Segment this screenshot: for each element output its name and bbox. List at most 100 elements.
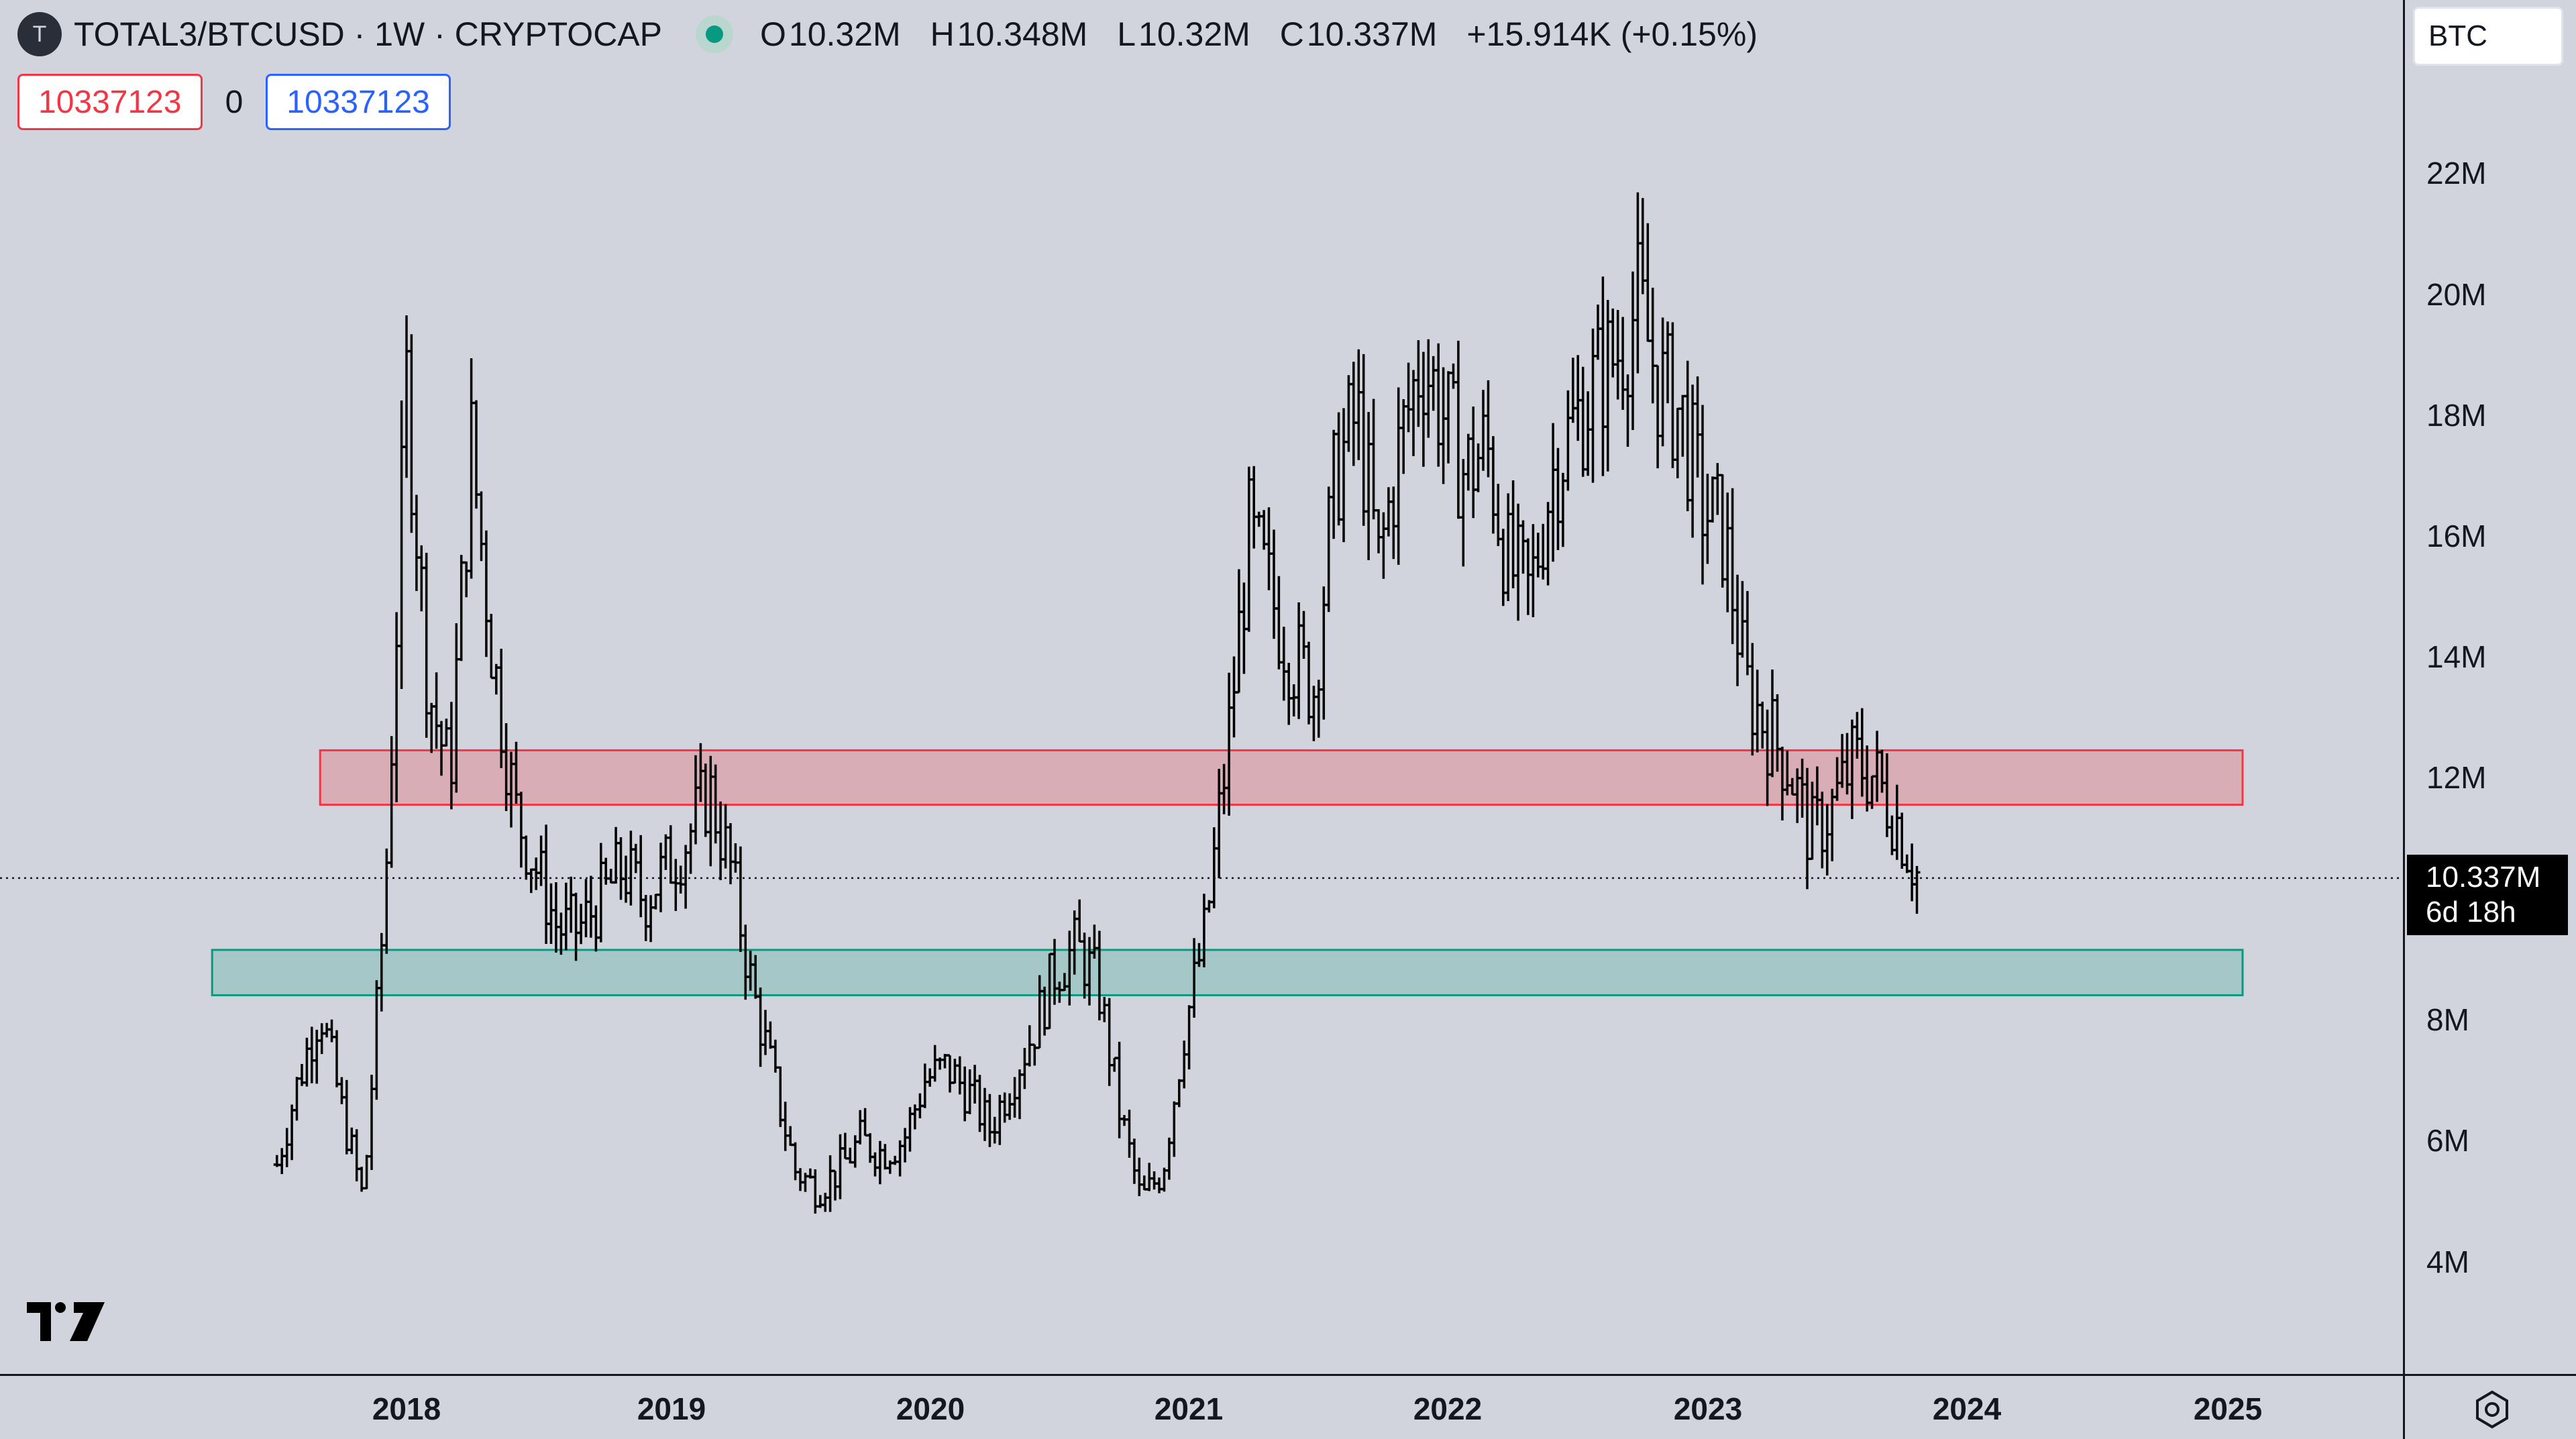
ohlc-bar: [627, 831, 635, 906]
resistance-zone[interactable]: [319, 749, 2244, 806]
ohlc-bar: [1569, 358, 1576, 423]
ohlc-bar: [283, 1128, 290, 1167]
ohlc-bar: [1909, 843, 1916, 902]
ohlc-bar: [892, 1155, 899, 1165]
ohlc-bar: [587, 875, 594, 938]
ohlc-bar: [582, 879, 590, 938]
ohlc-bar: [1609, 308, 1617, 378]
ohlc-bar: [826, 1155, 834, 1212]
ohlc-bar: [1629, 271, 1636, 430]
input-box-right[interactable]: 10337123: [266, 74, 451, 130]
time-label: 2020: [896, 1391, 965, 1426]
chart-pane[interactable]: T TOTAL3/BTCUSD · 1W · CRYPTOCAP O10.32M…: [0, 0, 2403, 1374]
ohlc-bar: [1699, 405, 1706, 585]
tradingview-logo-icon[interactable]: [25, 1298, 106, 1345]
ohlc-bar: [1464, 433, 1472, 491]
ohlc-bar: [1150, 1171, 1158, 1190]
ohlc-bar: [1659, 317, 1666, 447]
ohlc-bar: [1230, 656, 1238, 738]
ohlc-bar: [1419, 352, 1427, 467]
last-price-value: 10.337M: [2426, 861, 2541, 894]
ohlc-bar: [527, 868, 535, 894]
ohlc-bar: [458, 555, 465, 661]
ohlc-bar: [1021, 1048, 1028, 1089]
ohlc-bar: [956, 1056, 963, 1095]
ohlc-bar: [1390, 486, 1397, 559]
ohlc-close-key: C: [1279, 15, 1304, 53]
price-label: 22M: [2426, 156, 2487, 191]
ohlc-bar: [1624, 374, 1631, 447]
ohlc-bar: [1644, 223, 1652, 342]
ohlc-bar: [1554, 447, 1562, 550]
ohlc-bar: [607, 869, 614, 884]
input-box-left[interactable]: 10337123: [17, 74, 203, 130]
ohlc-bar: [966, 1069, 973, 1114]
bar-countdown: 6d 18h: [2426, 896, 2516, 928]
ohlc-bar: [1585, 391, 1592, 476]
ohlc-bar: [1734, 574, 1741, 686]
ohlc-open-key: O: [760, 15, 786, 53]
ohlc-values: O10.32M H10.348M L10.32M C10.337M +15.91…: [760, 15, 1758, 54]
ohlc-bar: [797, 1168, 804, 1191]
ohlc-bar: [1305, 641, 1312, 725]
ohlc-bar: [303, 1037, 311, 1087]
ohlc-bar: [991, 1116, 998, 1144]
ohlc-bar: [1489, 436, 1497, 534]
symbol-title[interactable]: TOTAL3/BTCUSD · 1W · CRYPTOCAP: [74, 15, 663, 53]
ohlc-bar: [951, 1059, 959, 1084]
ohlc-bar: [333, 1030, 340, 1087]
ohlc-bar: [1126, 1110, 1133, 1158]
ohlc-bar: [1669, 322, 1676, 468]
ohlc-bar: [468, 358, 475, 579]
price-axis[interactable]: BTC 22M 20M 18M 16M 14M 12M 8M 6M 4M 10.…: [2403, 0, 2576, 1374]
ohlc-bar: [642, 895, 649, 941]
ohlc-bar: [1499, 529, 1507, 606]
ohlc-bar: [623, 855, 629, 903]
time-label: 2023: [1673, 1391, 1743, 1426]
ohlc-bar: [1310, 686, 1318, 741]
ohlc-bar: [1898, 812, 1906, 869]
time-axis[interactable]: 2018 2019 2020 2021 2022 2023 2024 2025: [0, 1374, 2403, 1439]
ohlc-bar: [1445, 371, 1452, 464]
ohlc-bar: [1714, 463, 1721, 515]
market-status-icon[interactable]: [696, 15, 734, 53]
ohlc-bar: [1210, 827, 1218, 908]
ohlc-bar: [1380, 512, 1387, 579]
ohlc-bar: [428, 702, 435, 753]
ohlc-bar: [1474, 443, 1482, 492]
ohlc-bar: [597, 843, 604, 943]
ohlc-bar: [931, 1045, 938, 1082]
price-bars[interactable]: [273, 192, 1921, 1214]
ohlc-bar: [1450, 363, 1457, 389]
ohlc-bar: [1579, 366, 1587, 477]
chart-canvas[interactable]: [0, 0, 2403, 1374]
ohlc-bar: [1325, 486, 1332, 612]
ohlc-bar: [318, 1023, 325, 1055]
symbol-logo-icon[interactable]: T: [17, 12, 62, 56]
ohlc-bar: [1400, 399, 1407, 474]
ohlc-bar: [637, 835, 645, 918]
ohlc-bar: [552, 882, 559, 953]
support-zone[interactable]: [211, 949, 2244, 997]
ohlc-bar: [313, 1030, 321, 1084]
ohlc-bar: [971, 1065, 979, 1104]
ohlc-bar: [1076, 899, 1083, 943]
ohlc-bar: [787, 1126, 794, 1147]
ohlc-bar: [1425, 339, 1432, 438]
ohlc-bar: [1385, 487, 1392, 537]
ohlc-bar: [911, 1104, 918, 1130]
ohlc-bar: [1524, 538, 1532, 615]
price-label: 8M: [2426, 1002, 2469, 1037]
ohlc-bar: [353, 1129, 360, 1181]
ohlc-bar: [1330, 429, 1338, 539]
time-label: 2019: [637, 1391, 706, 1426]
ohlc-bar: [881, 1144, 889, 1170]
ohlc-bar: [1405, 362, 1412, 433]
ohlc-bar: [1290, 684, 1297, 716]
settings-gear-icon[interactable]: [2472, 1389, 2512, 1430]
currency-button[interactable]: BTC: [2413, 7, 2563, 66]
ohlc-bar: [1285, 663, 1293, 725]
ohlc-bar: [1454, 340, 1462, 519]
ohlc-bar: [602, 857, 610, 885]
ohlc-open-value: 10.32M: [788, 15, 901, 53]
